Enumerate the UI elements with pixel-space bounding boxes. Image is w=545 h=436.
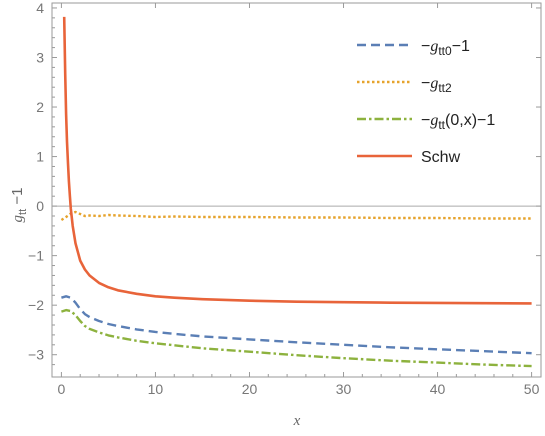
- series-line--gtt0-1: [61, 295, 532, 355]
- series-lines: [60, 16, 532, 368]
- series-line--gtt(0,x)-1: [61, 308, 532, 368]
- plot-frame: [51, 2, 542, 378]
- y-tick-label: 2: [36, 99, 44, 115]
- series-line--gtt2: [60, 210, 532, 222]
- y-tick-label: 0: [36, 198, 44, 214]
- y-tick-label: −2: [28, 297, 44, 313]
- series-line-Schw: [62, 16, 532, 305]
- y-axis-label: gtt −1: [9, 188, 29, 223]
- x-axis-label: x: [293, 413, 301, 429]
- x-tick-label: 30: [336, 381, 352, 397]
- legend-label: Schw: [421, 149, 461, 166]
- legend-label: −gtt0−1: [421, 38, 470, 58]
- y-tick-label: −1: [28, 248, 44, 264]
- legend: −gtt0−1 −gtt2 −gtt(0,x)−1 Schw: [357, 38, 495, 166]
- y-tick-label: −3: [28, 347, 44, 363]
- x-tick-label: 10: [148, 381, 164, 397]
- y-axis-label-suffix: −1: [9, 188, 26, 209]
- y-tick-label: 1: [36, 149, 44, 165]
- y-tick-label: 3: [36, 49, 44, 65]
- x-tick-label: 0: [58, 381, 66, 397]
- x-tick-label: 50: [524, 381, 540, 397]
- x-tick-label: 40: [430, 381, 446, 397]
- y-axis-label-subscript: tt: [17, 209, 29, 215]
- legend-label: −gtt2: [421, 75, 452, 95]
- x-tick-label: 20: [242, 381, 258, 397]
- plot-border: [51, 2, 542, 378]
- y-tick-label: 4: [36, 0, 44, 16]
- y-axis-label-symbol: g: [10, 214, 26, 222]
- axis-ticks: 0 10 20 30 40 50 −3 −2 −1 0 1 2 3 4: [28, 0, 541, 397]
- legend-label: −gtt(0,x)−1: [421, 112, 495, 132]
